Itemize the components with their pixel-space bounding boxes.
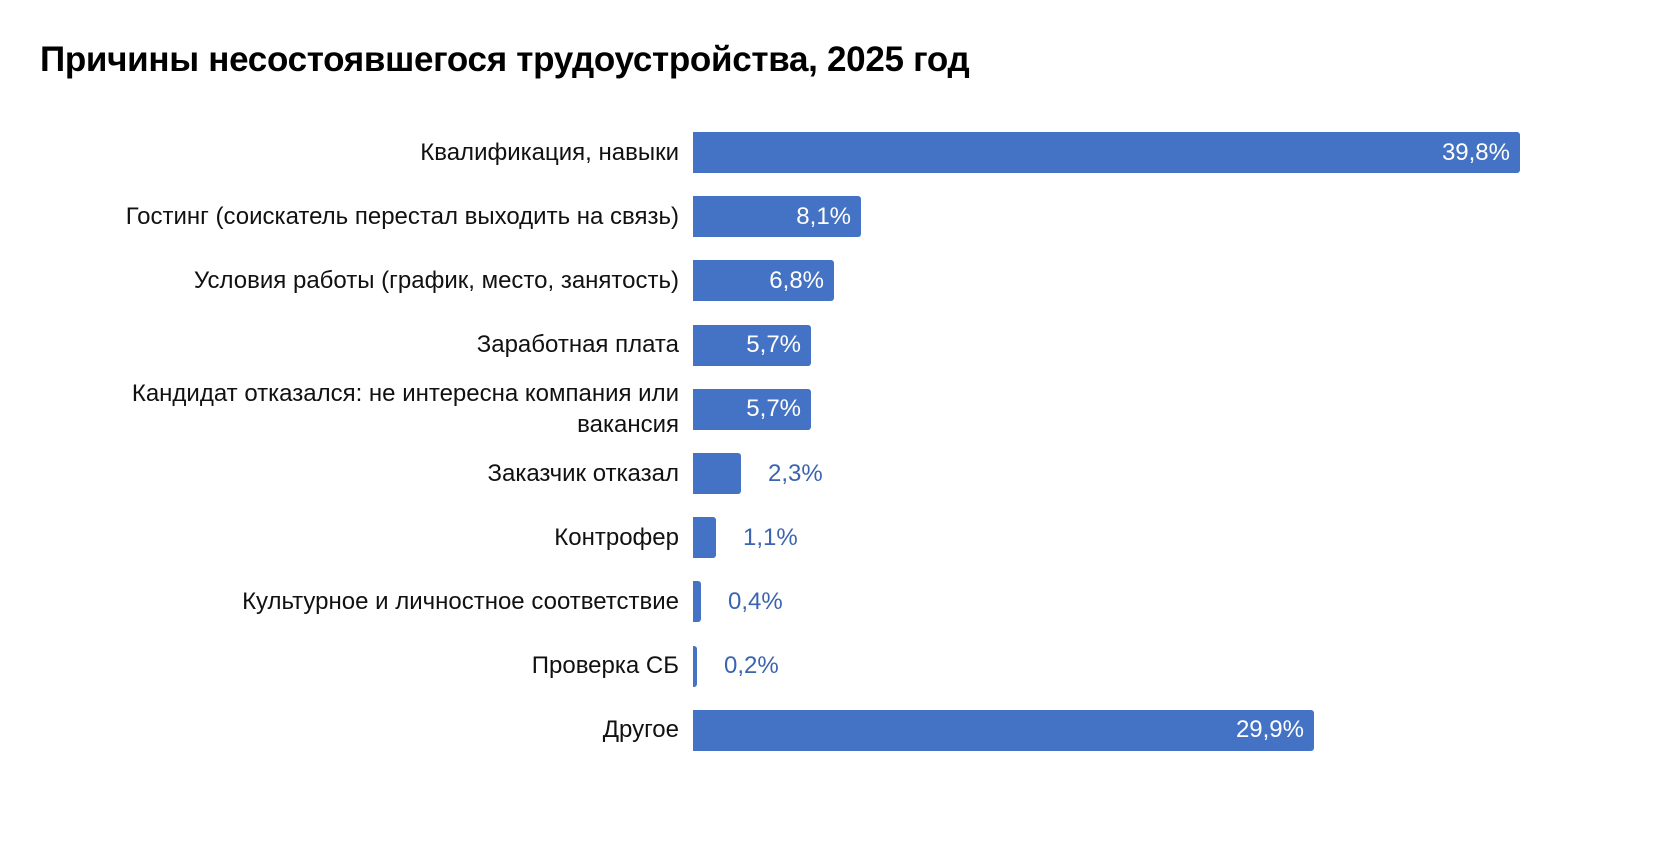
- bar: [693, 132, 1520, 173]
- value-label: 8,1%: [796, 202, 851, 230]
- value-label: 6,8%: [769, 266, 824, 294]
- value-label: 0,2%: [724, 652, 779, 680]
- bar-row: Культурное и личностное соответствие 0,4%: [0, 569, 1664, 633]
- bar-row: Проверка СБ 0,2%: [0, 634, 1664, 698]
- category-label: Заказчик отказал: [487, 459, 679, 487]
- bar-row: Другое 29,9%: [0, 698, 1664, 762]
- bar-row: Заказчик отказал 2,3%: [0, 441, 1664, 505]
- bar: [693, 388, 811, 430]
- value-label: 5,7%: [746, 395, 801, 423]
- bar-row: Квалификация, навыки 39,8%: [0, 120, 1664, 184]
- category-label: Кандидат отказался: не интересна компани…: [131, 379, 679, 438]
- value-label: 5,7%: [746, 331, 801, 359]
- bar-row: Условия работы (график, место, занятость…: [0, 248, 1664, 312]
- bar: [693, 517, 716, 559]
- value-label: 0,4%: [728, 587, 783, 615]
- bar-row: Гостинг (соискатель перестал выходить на…: [0, 184, 1664, 248]
- value-label: 29,9%: [1235, 716, 1304, 744]
- bar: [693, 324, 811, 366]
- bar-row: Кандидат отказался: не интересна компани…: [0, 377, 1664, 441]
- value-label: 39,8%: [1441, 138, 1510, 166]
- category-label: Условия работы (график, место, занятость…: [193, 266, 679, 294]
- category-label: Заработная плата: [476, 331, 679, 359]
- bar: [693, 196, 861, 238]
- bar: [693, 453, 741, 494]
- category-label: Другое: [602, 716, 679, 744]
- category-label: Квалификация, навыки: [420, 138, 679, 166]
- bar: [693, 581, 701, 623]
- category-label: Контрофер: [554, 523, 679, 551]
- value-label: 1,1%: [743, 523, 798, 551]
- chart-title: Причины несостоявшегося трудоустройства,…: [40, 40, 970, 79]
- bar-row: Контрофер 1,1%: [0, 505, 1664, 569]
- category-label: Гостинг (соискатель перестал выходить на…: [125, 202, 679, 230]
- bar: [693, 260, 834, 302]
- category-label: Культурное и личностное соответствие: [242, 587, 679, 615]
- bar: [693, 645, 697, 687]
- bar-row: Заработная плата 5,7%: [0, 313, 1664, 377]
- bar: [693, 709, 1314, 751]
- category-label: Проверка СБ: [531, 652, 679, 680]
- value-label: 2,3%: [768, 459, 823, 487]
